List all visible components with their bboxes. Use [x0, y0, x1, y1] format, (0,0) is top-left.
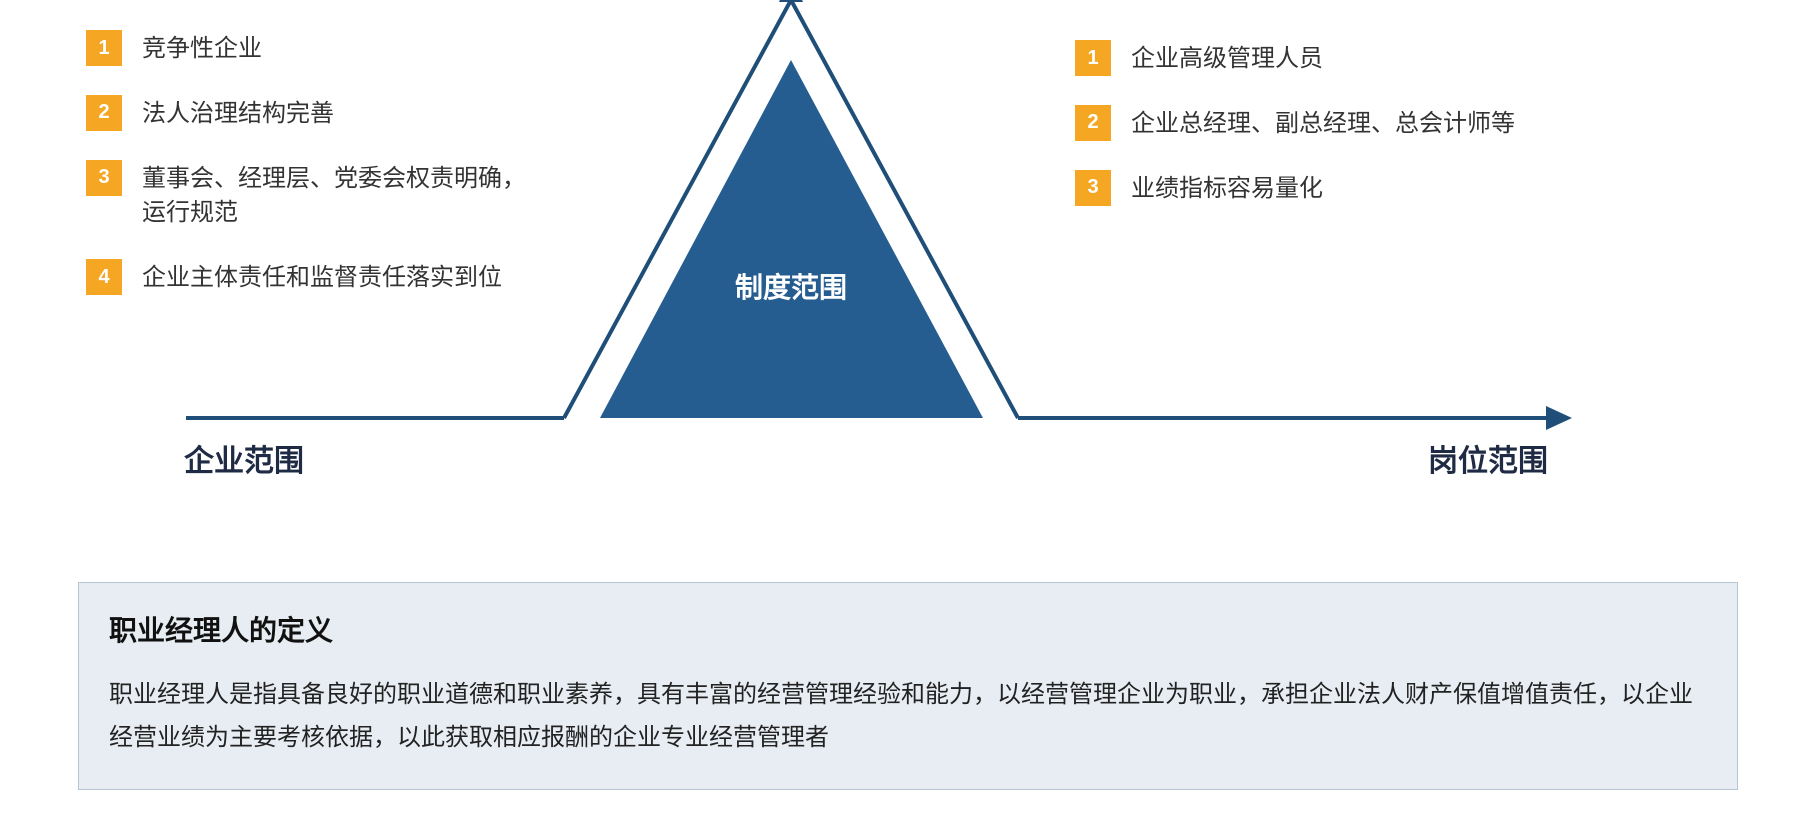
- diagram-canvas: 1 竞争性企业 2 法人治理结构完善 3 董事会、经理层、党委会权责明确，运行规…: [0, 0, 1803, 814]
- list-item-text: 法人治理结构完善: [142, 95, 334, 132]
- arrow-right-icon: [1546, 406, 1572, 430]
- list-item: 4 企业主体责任和监督责任落实到位: [86, 259, 546, 296]
- triangle-fill: [600, 60, 983, 418]
- list-item-text: 企业主体责任和监督责任落实到位: [142, 259, 502, 296]
- list-item-text: 业绩指标容易量化: [1131, 170, 1323, 207]
- number-badge: 3: [86, 160, 122, 196]
- number-badge: 2: [86, 95, 122, 131]
- number-badge: 3: [1075, 170, 1111, 206]
- list-item-text: 企业高级管理人员: [1131, 40, 1323, 77]
- number-badge: 1: [86, 30, 122, 66]
- list-item: 2 法人治理结构完善: [86, 95, 546, 132]
- definition-box: 职业经理人的定义 职业经理人是指具备良好的职业道德和职业素养，具有丰富的经营管理…: [78, 582, 1738, 790]
- number-badge: 1: [1075, 40, 1111, 76]
- number-badge: 4: [86, 259, 122, 295]
- list-item: 1 竞争性企业: [86, 30, 546, 67]
- definition-title: 职业经理人的定义: [109, 609, 1707, 649]
- list-item-text: 企业总经理、副总经理、总会计师等: [1131, 105, 1515, 142]
- list-item-text: 董事会、经理层、党委会权责明确，运行规范: [142, 160, 546, 232]
- list-item: 3 董事会、经理层、党委会权责明确，运行规范: [86, 160, 546, 232]
- number-badge: 2: [1075, 105, 1111, 141]
- triangle-label: 制度范围: [691, 266, 891, 306]
- right-list: 1 企业高级管理人员 2 企业总经理、副总经理、总会计师等 3 业绩指标容易量化: [1075, 40, 1515, 234]
- list-item-text: 竞争性企业: [142, 30, 262, 67]
- right-axis-label: 岗位范围: [1428, 436, 1548, 480]
- left-axis-label: 企业范围: [184, 436, 304, 480]
- list-item: 1 企业高级管理人员: [1075, 40, 1515, 77]
- arrow-up-icon: [779, 0, 803, 2]
- list-item: 3 业绩指标容易量化: [1075, 170, 1515, 207]
- list-item: 2 企业总经理、副总经理、总会计师等: [1075, 105, 1515, 142]
- definition-body: 职业经理人是指具备良好的职业道德和职业素养，具有丰富的经营管理经验和能力，以经营…: [109, 673, 1707, 759]
- left-list: 1 竞争性企业 2 法人治理结构完善 3 董事会、经理层、党委会权责明确，运行规…: [86, 30, 546, 324]
